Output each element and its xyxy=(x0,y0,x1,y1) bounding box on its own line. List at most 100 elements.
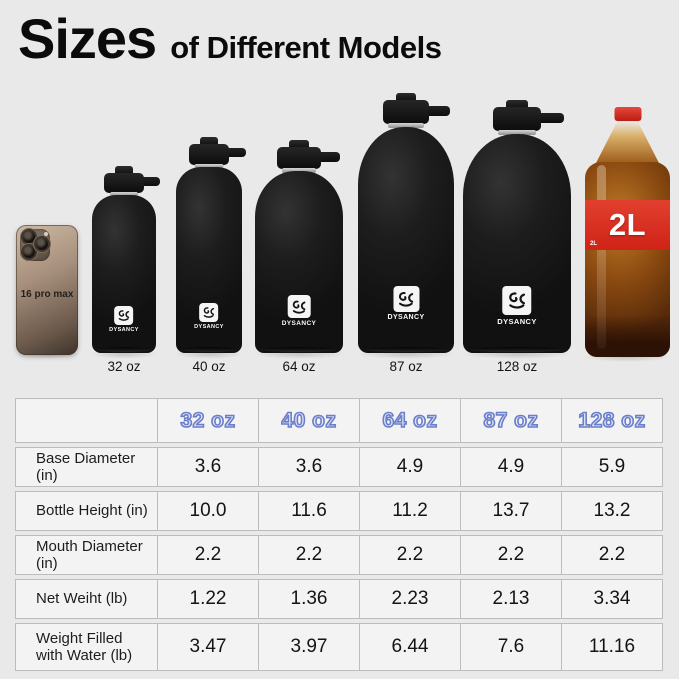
bottle-cap-handle xyxy=(307,152,340,162)
bottle-caption-64oz: 64 oz xyxy=(282,359,316,374)
bottle-87oz: DYSANCY xyxy=(358,93,454,353)
brand-name: DYSANCY xyxy=(281,320,317,327)
brand-logo: DYSANCY xyxy=(109,306,139,333)
bottle-caption-40oz: 40 oz xyxy=(192,359,226,374)
cell-value: 2.2 xyxy=(259,535,360,575)
bottle-cap-handle xyxy=(415,106,450,116)
row-label: Base Diameter (in) xyxy=(15,447,158,487)
brand-name: DYSANCY xyxy=(387,314,425,321)
cell-value: 1.36 xyxy=(259,579,360,619)
table-row-mouth-diameter: Mouth Diameter (in) 2.2 2.2 2.2 2.2 2.2 xyxy=(15,535,663,575)
bottle-shadow xyxy=(356,349,456,359)
cola-body xyxy=(585,162,670,357)
row-label: Bottle Height (in) xyxy=(15,491,158,531)
page-title: Sizes of Different Models xyxy=(18,6,442,71)
brand-logo-icon xyxy=(114,306,134,325)
bottle-128oz: DYSANCY xyxy=(463,100,571,353)
bottle-neck-ring xyxy=(498,130,536,135)
bottle-neck-ring xyxy=(194,164,224,168)
cell-value: 2.23 xyxy=(360,579,461,619)
bottle-40oz: DYSANCY xyxy=(176,137,246,353)
cell-value: 3.34 xyxy=(562,579,663,619)
bottle-cap-knob xyxy=(506,100,528,109)
cell-value: 2.2 xyxy=(461,535,562,575)
cola-neck xyxy=(595,124,660,164)
cola-shadow xyxy=(583,352,672,362)
row-label: Net Weiht (lb) xyxy=(15,579,158,619)
table-header-128oz: 128 oz xyxy=(562,398,663,443)
brand-name: DYSANCY xyxy=(194,324,224,330)
bottle-cap-knob xyxy=(289,140,309,149)
bottle-cap xyxy=(189,144,229,165)
title-subtitle: of Different Models xyxy=(170,30,442,65)
cell-value: 11.2 xyxy=(360,491,461,531)
cola-volume-text: 2L xyxy=(608,207,647,242)
brand-name: DYSANCY xyxy=(497,317,537,326)
cell-value: 2.2 xyxy=(158,535,259,575)
bottle-body xyxy=(176,167,242,353)
phone-camera-module xyxy=(20,229,50,261)
phone-label: 16 pro max xyxy=(20,289,74,300)
brand-logo: DYSANCY xyxy=(387,286,424,321)
cell-value: 4.9 xyxy=(360,447,461,487)
spec-table: 32 oz 40 oz 64 oz 87 oz 128 oz Base Diam… xyxy=(15,398,663,671)
cell-value: 3.6 xyxy=(158,447,259,487)
camera-flash-icon xyxy=(44,232,48,236)
table-row-base-diameter: Base Diameter (in) 3.6 3.6 4.9 4.9 5.9 xyxy=(15,447,663,487)
cell-value: 2.2 xyxy=(360,535,461,575)
cola-cap xyxy=(614,107,641,121)
table-header-40oz: 40 oz xyxy=(259,398,360,443)
bottle-neck-ring xyxy=(388,123,424,128)
bottle-shadow xyxy=(90,349,158,359)
cola-volume-small-text: 2L xyxy=(590,241,598,247)
cell-value: 13.7 xyxy=(461,491,562,531)
table-row-net-weight: Net Weiht (lb) 1.22 1.36 2.23 2.13 3.34 xyxy=(15,579,663,619)
bottle-cap xyxy=(493,107,541,131)
cola-highlight xyxy=(596,165,606,349)
brand-logo-icon xyxy=(502,286,532,315)
bottle-shadow xyxy=(461,349,573,359)
bottle-body xyxy=(463,134,571,353)
cell-value: 7.6 xyxy=(461,623,562,671)
bottle-caption-32oz: 32 oz xyxy=(107,359,141,374)
cell-value: 11.6 xyxy=(259,491,360,531)
brand-logo: DYSANCY xyxy=(194,303,224,330)
title-main: Sizes xyxy=(18,7,157,70)
bottle-shadow xyxy=(253,349,345,359)
bottle-caption-87oz: 87 oz xyxy=(389,359,423,374)
bottle-neck-ring xyxy=(282,168,316,173)
bottle-cap-handle xyxy=(130,177,160,186)
camera-lens-icon xyxy=(23,246,35,258)
camera-lens-icon xyxy=(36,238,48,250)
cell-value: 2.2 xyxy=(562,535,663,575)
cola-2l-bottle: 2L 2L xyxy=(585,107,670,357)
cell-value: 11.16 xyxy=(562,623,663,671)
cell-value: 6.44 xyxy=(360,623,461,671)
bottle-shadow xyxy=(174,349,244,359)
cell-value: 10.0 xyxy=(158,491,259,531)
table-header-64oz: 64 oz xyxy=(360,398,461,443)
bottle-caption-128oz: 128 oz xyxy=(496,359,538,374)
bottle-neck-ring xyxy=(110,192,138,196)
cell-value: 3.47 xyxy=(158,623,259,671)
cell-value: 13.2 xyxy=(562,491,663,531)
bottle-cap-knob xyxy=(115,166,133,175)
bottle-32oz: DYSANCY xyxy=(92,166,160,353)
bottle-cap xyxy=(383,100,429,124)
bottle-cap-knob xyxy=(396,93,416,102)
cell-value: 3.97 xyxy=(259,623,360,671)
bottle-cap-handle xyxy=(215,148,246,157)
table-row-bottle-height: Bottle Height (in) 10.0 11.6 11.2 13.7 1… xyxy=(15,491,663,531)
bottle-body xyxy=(92,195,156,353)
brand-logo-icon xyxy=(393,286,419,312)
row-label: Weight Filled with Water (lb) xyxy=(15,623,158,671)
cell-value: 1.22 xyxy=(158,579,259,619)
brand-logo: DYSANCY xyxy=(282,295,317,327)
table-row-filled-weight: Weight Filled with Water (lb) 3.47 3.97 … xyxy=(15,623,663,671)
bottle-body xyxy=(255,171,343,353)
cell-value: 4.9 xyxy=(461,447,562,487)
table-header-empty xyxy=(15,398,158,443)
bottle-body xyxy=(358,127,454,353)
